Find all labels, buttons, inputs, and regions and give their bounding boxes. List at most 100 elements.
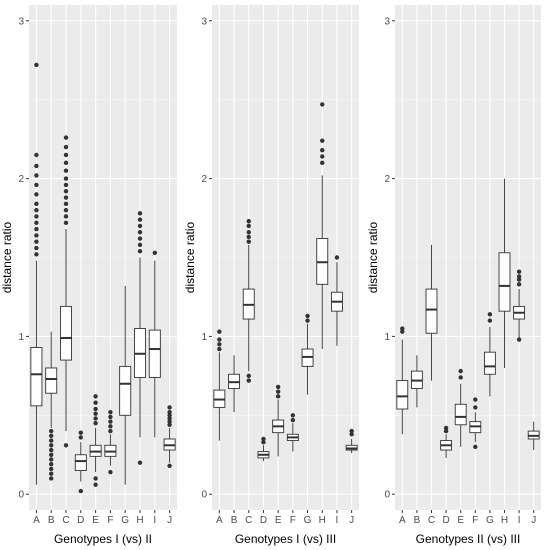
outlier-point (34, 173, 39, 178)
outlier-point (217, 346, 222, 352)
box-E (454, 368, 467, 447)
box-H (316, 102, 329, 350)
outlier-point (167, 405, 172, 410)
box-I (330, 255, 343, 346)
y-tick-label: 0 (384, 490, 390, 501)
outlier-point (516, 274, 522, 279)
outlier-point (34, 226, 39, 232)
outlier-point (458, 375, 463, 380)
box-F (469, 397, 482, 450)
outlier-point (137, 217, 143, 222)
outlier-point (320, 102, 325, 107)
outlier-point (167, 463, 172, 469)
outlier-point (93, 411, 98, 416)
outlier-point (63, 201, 69, 207)
box-B (228, 355, 241, 413)
outlier-point (34, 182, 39, 188)
x-tick-label: C (245, 515, 252, 526)
box-iqr (148, 329, 161, 378)
x-axis-label: Genotypes II (vs) III (416, 532, 521, 546)
box-G (119, 285, 132, 485)
outlier-point (443, 425, 449, 431)
x-tick-label: D (77, 515, 84, 526)
x-tick-label: G (486, 515, 494, 526)
outlier-point (63, 168, 69, 173)
outlier-point (63, 189, 69, 194)
x-tick-label: B (48, 515, 55, 526)
outlier-point (217, 337, 222, 342)
outlier-point (63, 195, 69, 200)
box-E (89, 394, 102, 487)
y-axis-label: distance ratio (0, 221, 14, 293)
x-tick-label: F (290, 515, 296, 526)
outlier-point (78, 430, 84, 435)
box-C (60, 135, 73, 448)
outlier-point (108, 428, 113, 434)
outlier-point (93, 406, 98, 412)
x-tick-label: E (457, 515, 464, 526)
outlier-point (63, 176, 69, 181)
outlier-point (34, 245, 39, 251)
box-H (498, 178, 511, 368)
box-J (345, 428, 358, 454)
x-tick-label: J (349, 515, 354, 526)
x-tick-label: F (472, 515, 478, 526)
outlier-point (473, 397, 478, 402)
x-tick-label: I (518, 515, 521, 526)
y-tick-label: 0 (201, 490, 207, 501)
outlier-point (63, 207, 69, 213)
outlier-point (320, 154, 325, 159)
outlier-point (320, 147, 325, 153)
box-B (410, 355, 423, 408)
outlier-point (63, 144, 69, 150)
outlier-point (93, 400, 98, 405)
outlier-point (443, 428, 449, 434)
x-tick-label: I (336, 515, 339, 526)
outlier-point (320, 138, 325, 143)
outlier-point (349, 428, 354, 434)
box-D (74, 430, 87, 494)
outlier-point (137, 236, 143, 241)
outlier-point (320, 160, 325, 166)
y-tick-label: 3 (201, 16, 207, 27)
outlier-point (34, 214, 39, 219)
y-tick-label: 2 (18, 174, 24, 185)
x-tick-label: G (121, 515, 129, 526)
outlier-point (275, 394, 281, 399)
outlier-point (349, 432, 354, 437)
x-axis-label: Genotypes I (vs) II (54, 532, 152, 546)
x-tick-label: I (153, 515, 156, 526)
box-iqr (498, 252, 511, 312)
box-iqr (60, 305, 73, 361)
outlier-point (137, 223, 143, 229)
y-tick-label: 1 (384, 332, 390, 343)
x-tick-label: A (399, 515, 406, 526)
y-tick-label: 3 (18, 16, 24, 27)
outlier-point (487, 318, 493, 323)
y-tick-label: 2 (384, 174, 390, 185)
y-tick-label: 0 (18, 490, 24, 501)
outlier-point (137, 248, 143, 254)
x-tick-label: C (428, 515, 435, 526)
outlier-point (305, 313, 310, 319)
outlier-point (108, 409, 113, 415)
box-F (286, 413, 299, 452)
outlier-point (63, 160, 69, 166)
outlier-point (34, 152, 39, 158)
outlier-point (516, 277, 522, 282)
x-tick-label: E (92, 515, 99, 526)
box-iqr (30, 347, 43, 407)
outlier-point (63, 220, 69, 225)
outlier-point (137, 211, 143, 216)
outlier-point (34, 239, 39, 244)
x-tick-label: J (167, 515, 172, 526)
outlier-point (63, 152, 69, 158)
box-F (104, 409, 117, 475)
outlier-point (34, 201, 39, 207)
outlier-point (49, 433, 54, 439)
y-axis-label: distance ratio (183, 221, 197, 293)
outlier-point (246, 373, 251, 379)
box-iqr (483, 351, 496, 375)
x-tick-label: G (304, 515, 312, 526)
box-J (163, 405, 176, 469)
